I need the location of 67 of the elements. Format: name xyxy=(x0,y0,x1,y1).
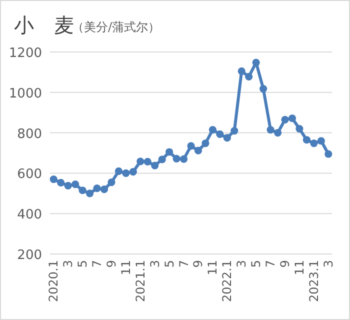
point xyxy=(216,130,224,138)
point xyxy=(93,184,101,192)
point xyxy=(50,175,58,184)
x-tick-label: 5 xyxy=(162,260,176,268)
point xyxy=(274,129,282,137)
x-tick-label: 5 xyxy=(249,260,264,268)
subtitle: （美分/蒲式尔） xyxy=(72,20,160,34)
y-tick-label: 400 xyxy=(17,208,42,223)
point xyxy=(122,169,130,177)
point xyxy=(57,178,65,186)
point xyxy=(230,126,238,135)
x-tick-label: 11 xyxy=(118,260,133,276)
x-tick-label: 2020.1 xyxy=(46,260,61,302)
point xyxy=(281,116,289,124)
point xyxy=(86,190,94,198)
x-tick-label: 9 xyxy=(104,260,118,268)
point xyxy=(266,126,274,134)
point xyxy=(144,158,152,166)
x-tick-label: 11 xyxy=(206,260,220,276)
point xyxy=(302,136,310,144)
x-tick-label: 2023.1 xyxy=(306,260,321,302)
x-tick-label: 3 xyxy=(321,260,336,268)
point xyxy=(172,154,180,162)
x-tick-label: 9 xyxy=(278,260,292,268)
y-tick-label: 200 xyxy=(17,248,42,263)
point xyxy=(136,158,144,166)
point xyxy=(194,146,202,154)
point xyxy=(317,137,325,145)
x-tick-label: 2022.1 xyxy=(220,260,234,302)
x-tick-label: 3 xyxy=(61,260,76,268)
point xyxy=(202,140,210,148)
point xyxy=(158,156,166,164)
point xyxy=(296,124,304,133)
point xyxy=(288,114,296,122)
y-tick-label: 800 xyxy=(17,126,42,142)
x-tick-label: 5 xyxy=(76,260,90,268)
point xyxy=(245,72,253,80)
x-tick-label: 9 xyxy=(191,260,206,268)
title: 小 麦 xyxy=(14,13,74,37)
x-tick-label: 2021.1 xyxy=(133,260,148,302)
point xyxy=(64,182,72,190)
point xyxy=(208,126,216,134)
x-tick-label: 7 xyxy=(264,260,278,268)
point xyxy=(129,168,137,176)
y-tick-label: 1000 xyxy=(8,86,42,102)
y-tick-label: 1200 xyxy=(8,46,42,61)
x-tick-label: 3 xyxy=(148,260,162,268)
point xyxy=(223,134,231,142)
point xyxy=(310,140,318,148)
x-tick-label: 7 xyxy=(90,260,104,268)
point xyxy=(252,58,260,66)
point xyxy=(260,84,268,93)
x-tick-label: 7 xyxy=(176,260,191,268)
point xyxy=(180,155,188,163)
point xyxy=(108,178,116,186)
point xyxy=(324,150,332,158)
point xyxy=(166,148,174,156)
point xyxy=(187,142,195,150)
y-tick-label: 600 xyxy=(17,167,42,182)
point xyxy=(72,180,80,188)
point xyxy=(114,167,122,175)
point xyxy=(78,186,86,194)
point xyxy=(238,67,246,75)
x-tick-label: 3 xyxy=(234,260,249,268)
point xyxy=(151,162,159,170)
point xyxy=(100,186,108,194)
x-tick-label: 11 xyxy=(292,260,306,276)
